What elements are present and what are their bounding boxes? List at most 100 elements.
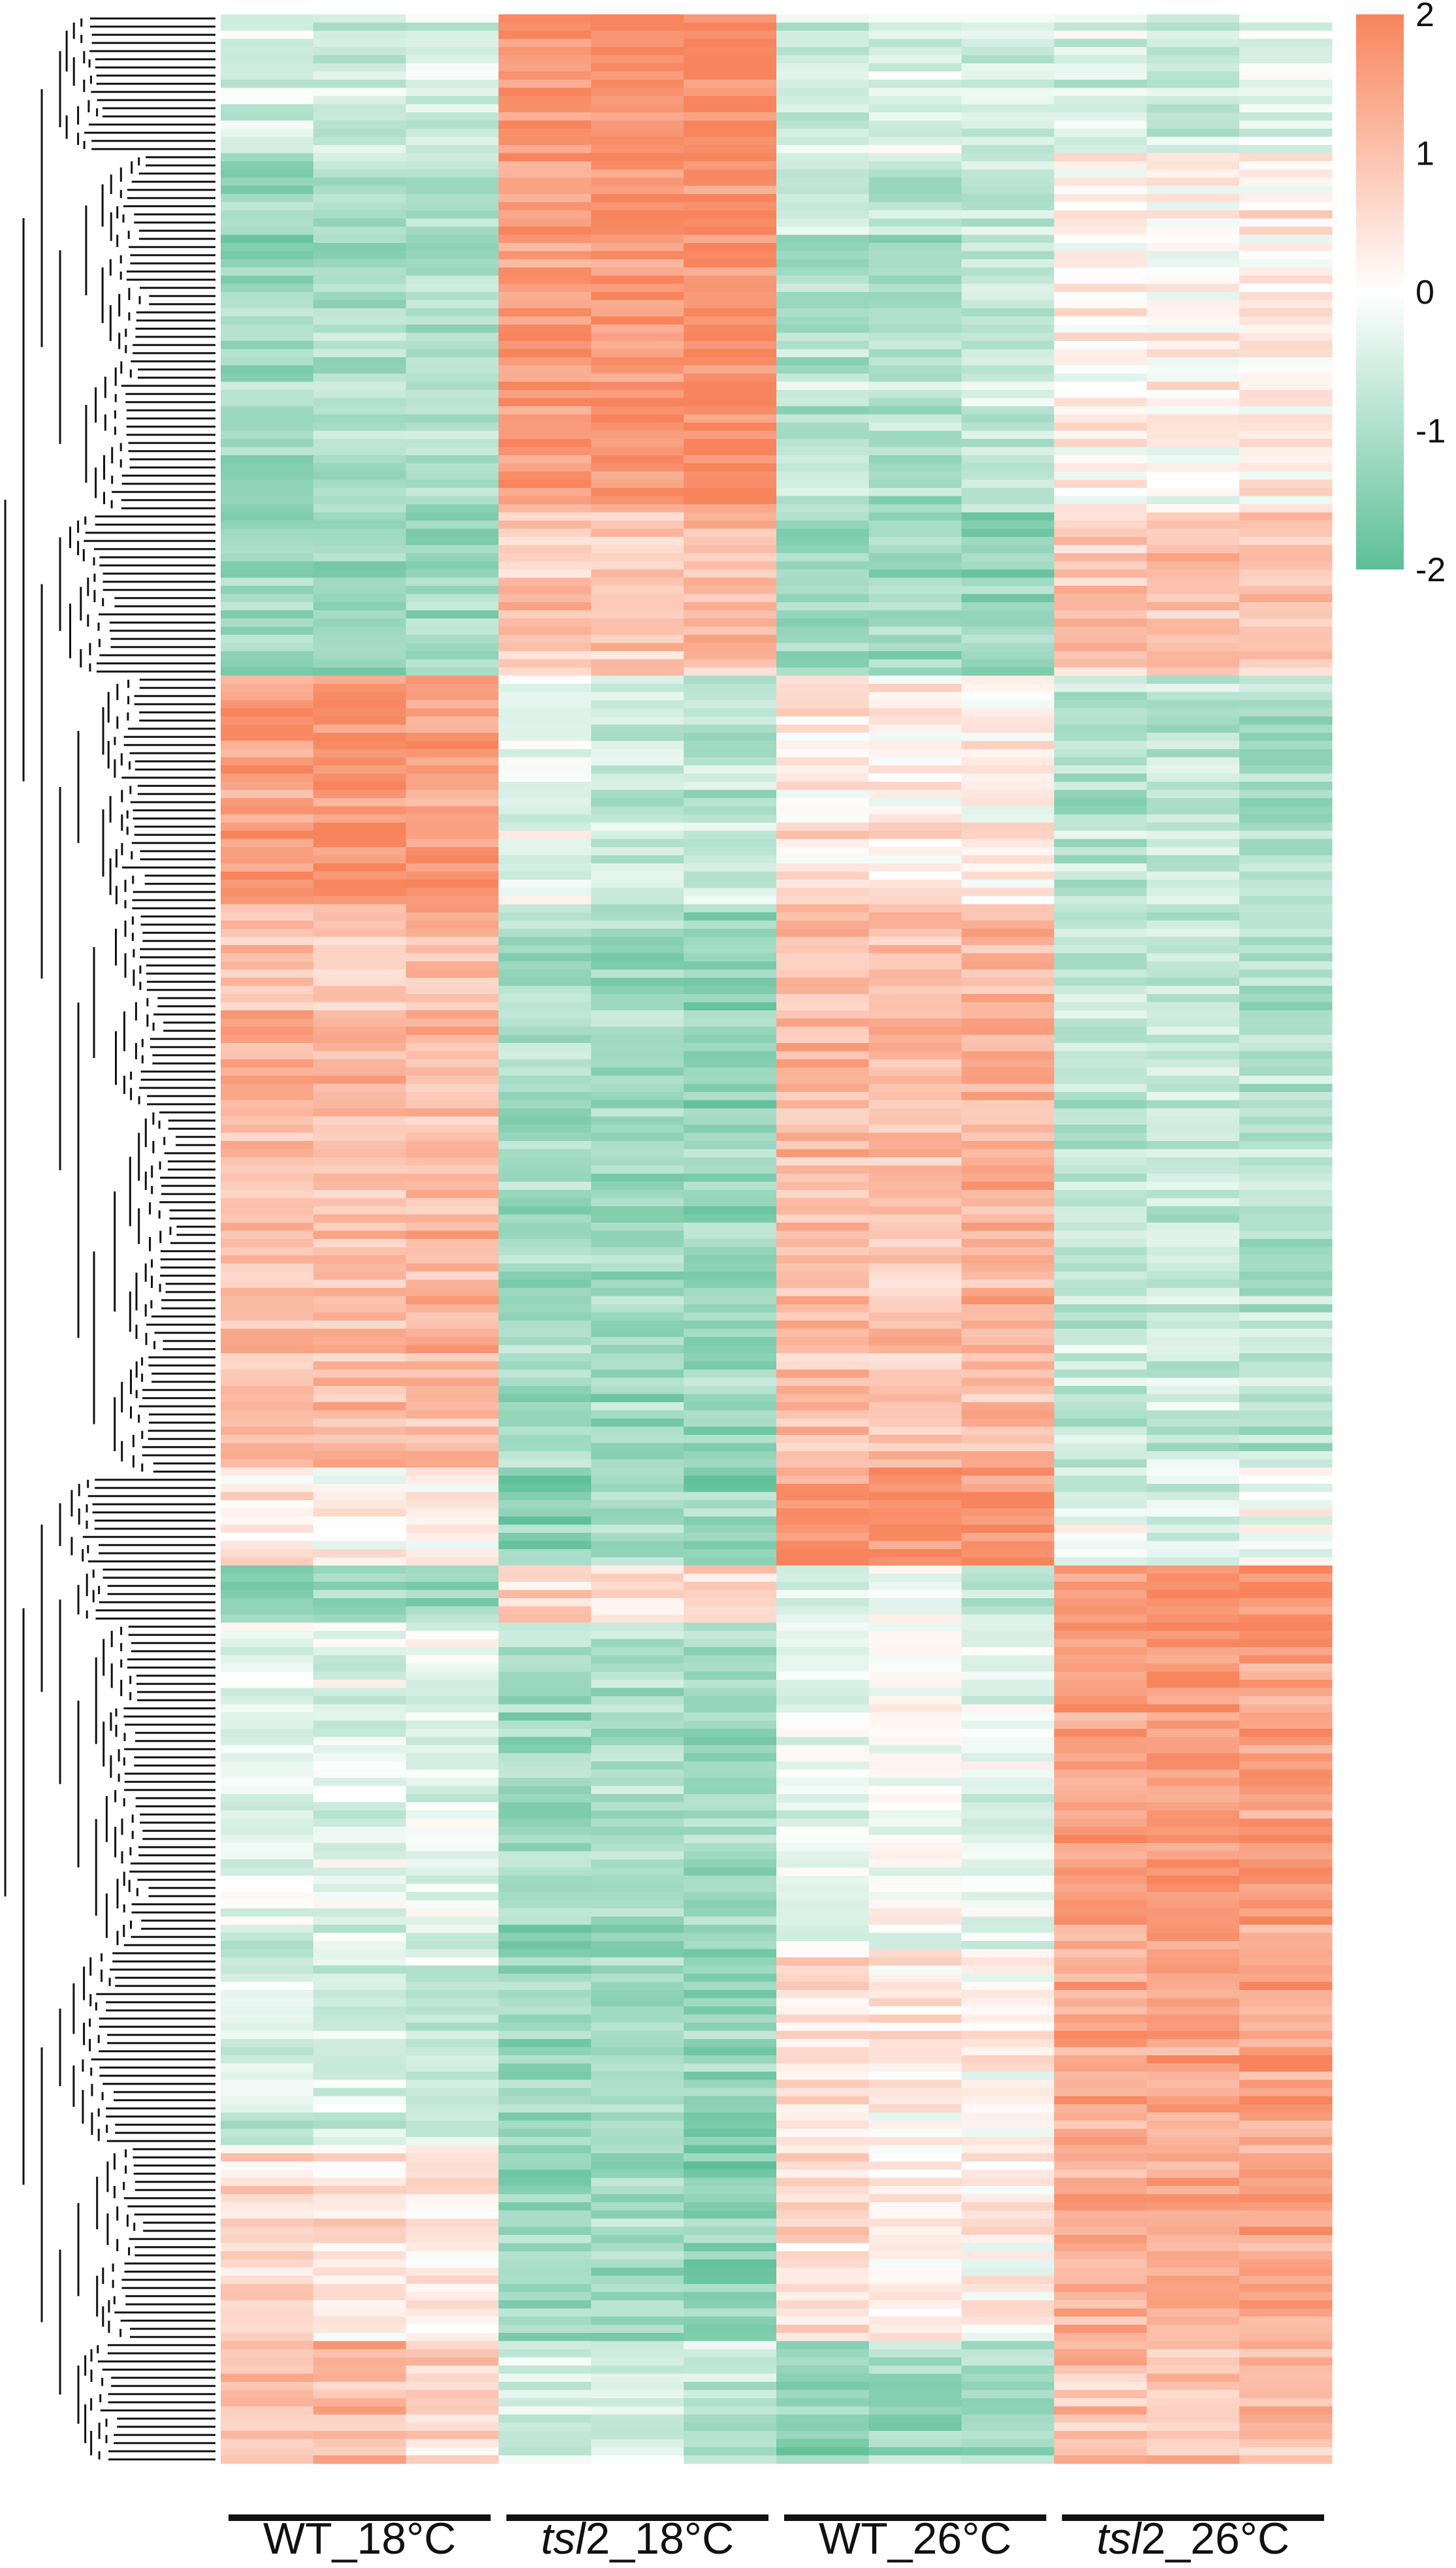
heatmap-cell: [498, 512, 592, 521]
heatmap-cell: [1054, 986, 1147, 995]
heatmap-cell: [498, 855, 592, 864]
heatmap-cell: [1147, 602, 1240, 611]
heatmap-cell: [313, 210, 407, 219]
heatmap-cell: [868, 700, 962, 709]
heatmap-cell: [221, 1492, 314, 1501]
heatmap-cell: [405, 1198, 499, 1207]
heatmap-cell: [684, 1018, 777, 1027]
heatmap-cell: [1054, 1132, 1147, 1142]
heatmap-cell: [1239, 871, 1333, 880]
heatmap-cell: [1147, 986, 1240, 995]
heatmap-cell: [1147, 782, 1240, 791]
heatmap-cell: [405, 586, 499, 595]
heatmap-cell: [591, 545, 684, 554]
heatmap-cell: [868, 325, 962, 334]
heatmap-cell: [961, 1304, 1055, 1313]
heatmap-cell: [591, 1900, 684, 1909]
heatmap-cell: [776, 292, 870, 301]
heatmap-cell: [684, 2161, 777, 2170]
heatmap-cell: [868, 2177, 962, 2187]
heatmap-cell: [868, 439, 962, 448]
heatmap-cell: [1054, 2039, 1147, 2048]
heatmap-cell: [591, 1083, 684, 1093]
heatmap-cell: [1239, 1059, 1333, 1068]
heatmap-cell: [405, 790, 499, 799]
heatmap-cell: [1239, 1027, 1333, 1036]
heatmap-cell: [1147, 741, 1240, 750]
heatmap-cell: [313, 1557, 407, 1566]
heatmap-cell: [313, 1181, 407, 1191]
heatmap-cell: [684, 610, 777, 619]
heatmap-cell: [1054, 2431, 1147, 2440]
heatmap-cell: [1054, 2235, 1147, 2244]
heatmap-cell: [868, 1810, 962, 1820]
heatmap-cell: [868, 667, 962, 677]
heatmap-cell: [591, 2431, 684, 2440]
heatmap-cell: [313, 2194, 407, 2203]
heatmap-cell: [1054, 700, 1147, 709]
heatmap-cell: [498, 1990, 592, 1999]
heatmap-cell: [591, 2415, 684, 2424]
heatmap-cell: [591, 2398, 684, 2407]
heatmap-cell: [313, 1141, 407, 1150]
heatmap-cell: [961, 2202, 1055, 2211]
heatmap-cell: [868, 577, 962, 586]
heatmap-cell: [961, 227, 1055, 236]
heatmap-cell: [868, 178, 962, 187]
heatmap-cell: [498, 455, 592, 464]
heatmap-cell: [684, 2268, 777, 2277]
heatmap-cell: [684, 2202, 777, 2211]
heatmap-cell: [313, 814, 407, 824]
heatmap-cell: [405, 325, 499, 334]
heatmap-cell: [1239, 1279, 1333, 1289]
heatmap-cell: [1239, 626, 1333, 635]
heatmap-cell: [776, 920, 870, 929]
heatmap-cell: [313, 1174, 407, 1183]
heatmap-cell: [961, 871, 1055, 880]
heatmap-cell: [961, 1508, 1055, 1517]
heatmap-cell: [221, 2153, 314, 2162]
heatmap-cell: [405, 2226, 499, 2236]
heatmap-cell: [868, 2366, 962, 2375]
heatmap-cell: [591, 790, 684, 799]
heatmap-cell: [776, 863, 870, 873]
heatmap-cell: [498, 1492, 592, 1501]
heatmap-cell: [684, 365, 777, 374]
heatmap-cell: [1147, 276, 1240, 285]
heatmap-cell: [591, 1974, 684, 1983]
heatmap-cell: [776, 398, 870, 407]
heatmap-cell: [313, 1043, 407, 1052]
colorbar-gradient: [1356, 14, 1404, 570]
heatmap-cell: [498, 570, 592, 579]
heatmap-cell: [1147, 357, 1240, 366]
heatmap-cell: [868, 2373, 962, 2383]
heatmap-cell: [684, 22, 777, 31]
heatmap-cell: [776, 1949, 870, 1958]
heatmap-cell: [1147, 1475, 1240, 1485]
heatmap-cell: [684, 2349, 777, 2358]
heatmap-cell: [1054, 447, 1147, 456]
heatmap-cell: [405, 929, 499, 938]
heatmap-cell: [498, 1639, 592, 1648]
heatmap-cell: [868, 1729, 962, 1738]
heatmap-cell: [1147, 1982, 1240, 1991]
heatmap-cell: [961, 1174, 1055, 1183]
heatmap-cell: [1147, 1655, 1240, 1664]
heatmap-cell: [405, 2006, 499, 2015]
heatmap-cell: [684, 1051, 777, 1060]
heatmap-cell: [1239, 1614, 1333, 1624]
heatmap-cell: [405, 659, 499, 668]
heatmap-cell: [591, 929, 684, 938]
heatmap-cell: [221, 888, 314, 897]
heatmap-cell: [498, 675, 592, 684]
heatmap-cell: [868, 1745, 962, 1754]
heatmap-cell: [313, 1468, 407, 1477]
heatmap-cell: [868, 1083, 962, 1093]
heatmap-cell: [961, 341, 1055, 350]
heatmap-cell: [684, 2137, 777, 2146]
heatmap-cell: [221, 1443, 314, 1452]
heatmap-cell: [1239, 2128, 1333, 2138]
heatmap-cell: [313, 259, 407, 268]
heatmap-cell: [1147, 227, 1240, 236]
heatmap-cell: [684, 749, 777, 758]
